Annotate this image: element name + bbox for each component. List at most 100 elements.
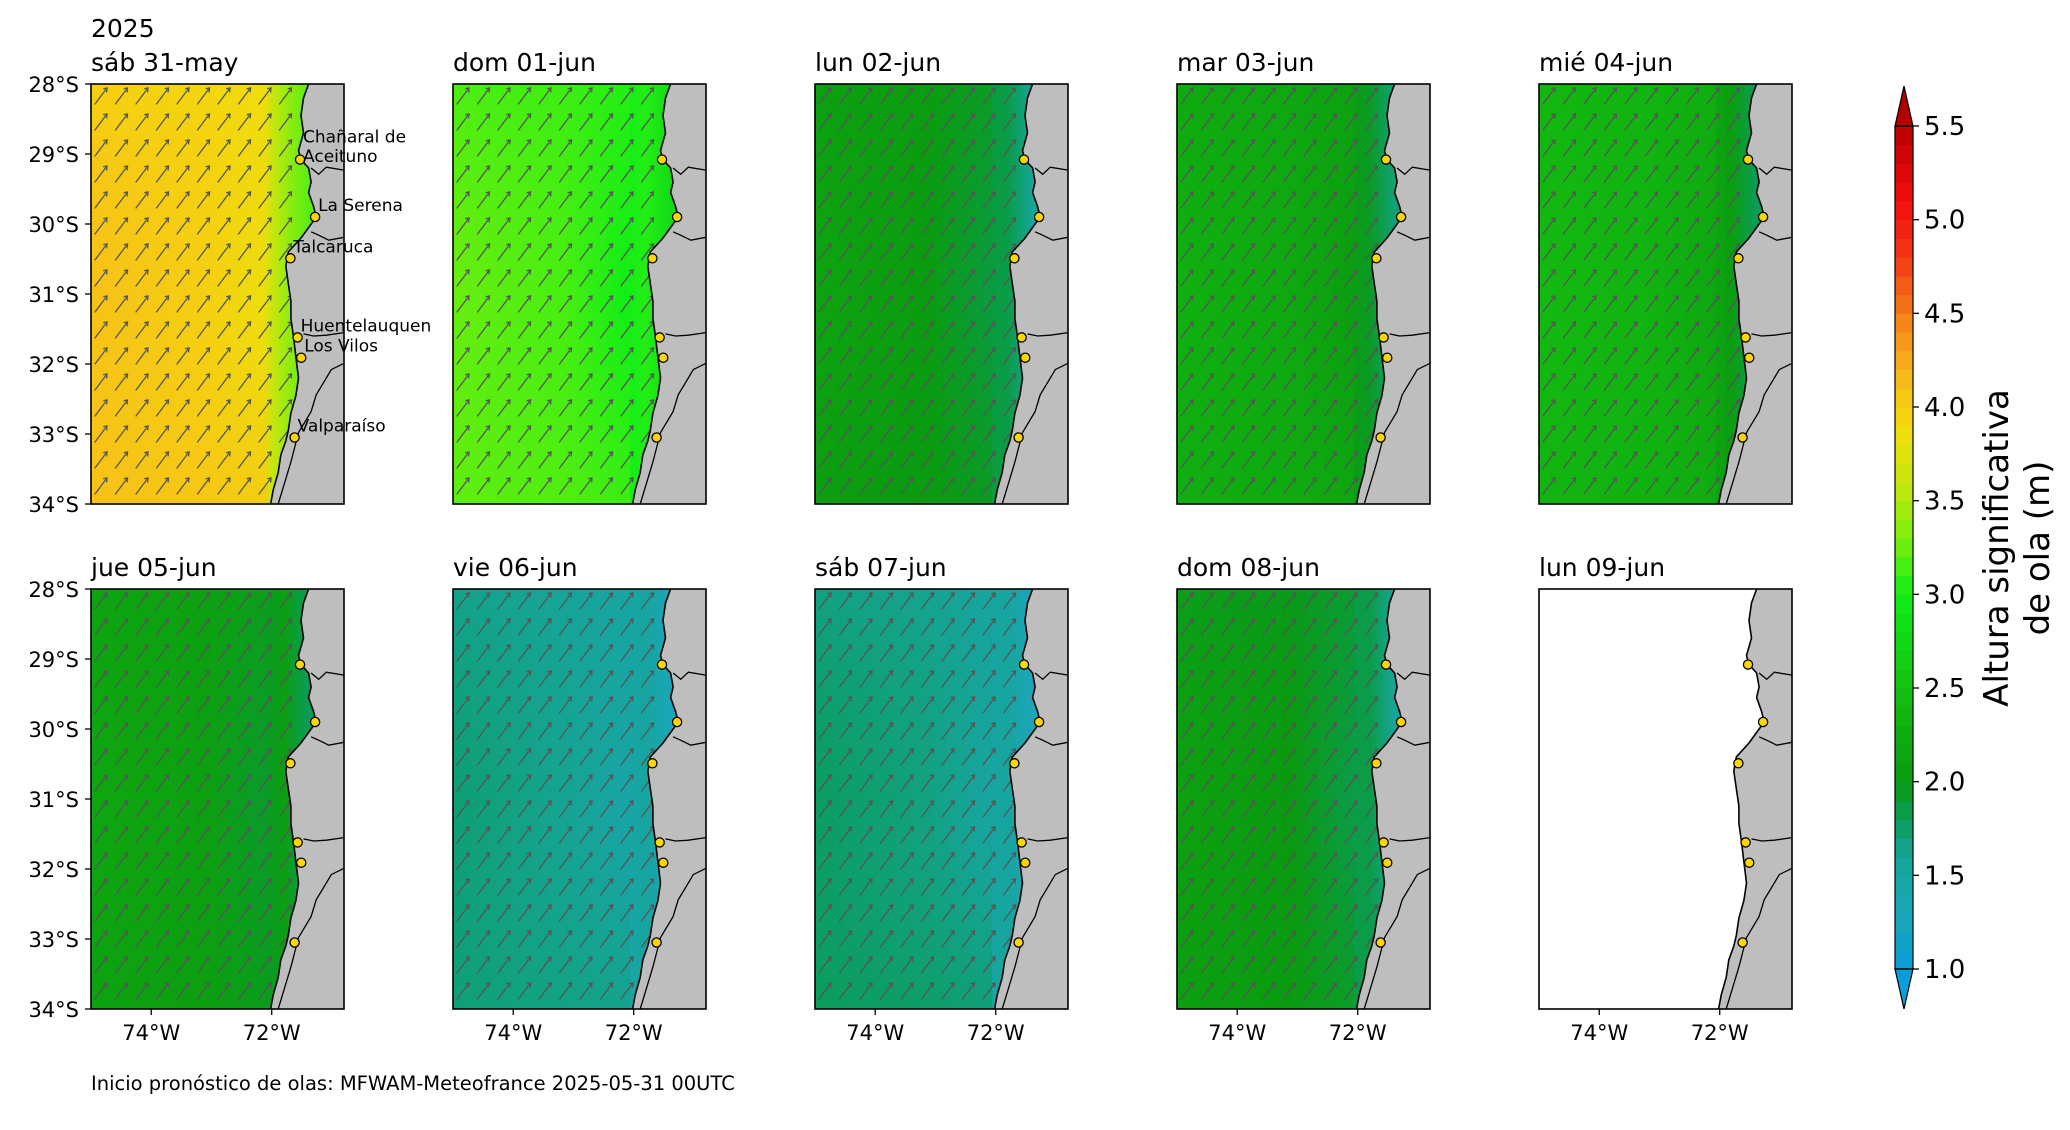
colorbar-segment	[1895, 650, 1913, 670]
region-border	[310, 671, 344, 681]
city-label: Aceituno	[303, 147, 377, 167]
city-marker	[1757, 716, 1769, 728]
city-marker	[656, 154, 668, 165]
region-border	[665, 836, 706, 842]
city-marker	[289, 432, 300, 443]
region-border	[1758, 166, 1792, 176]
lat-tick-label: 28°S	[28, 578, 79, 602]
city-label: Valparaíso	[298, 417, 386, 437]
city-marker	[647, 253, 658, 264]
region-border	[1034, 671, 1068, 681]
colorbar-segment	[1895, 332, 1913, 352]
city-marker	[294, 659, 306, 670]
city-label: Los Vilos	[304, 337, 378, 357]
city-marker	[1371, 253, 1382, 264]
panel-title: jue 05-jun	[90, 553, 217, 582]
lat-tick-label: 34°S	[28, 998, 79, 1022]
region-border	[1751, 836, 1792, 842]
city-marker	[656, 659, 668, 670]
city-marker	[657, 857, 669, 868]
city-marker	[1016, 837, 1027, 848]
map-panel: sáb 07-jun 74°W 72°W	[814, 553, 1069, 1045]
region-border	[1363, 362, 1430, 504]
city-marker	[1018, 659, 1030, 670]
wave-direction-arrows	[94, 592, 293, 1000]
lat-tick-label: 32°S	[28, 353, 79, 377]
city-marker	[671, 716, 683, 728]
city-marker	[1395, 211, 1407, 223]
land	[632, 84, 706, 504]
region-border	[1758, 231, 1792, 241]
wave-direction-arrows	[1542, 87, 1741, 495]
colorbar-extend-min	[1894, 968, 1914, 1010]
lon-tick-label: 74°W	[122, 1021, 180, 1045]
region-border	[303, 331, 344, 337]
colorbar-tick-label: 2.0	[1924, 768, 1965, 798]
map-panel: jue 05-jun 28°S 29°S 30°S 31°S 32°S 33°S 34°S 74…	[28, 553, 345, 1045]
colorbar-segment	[1895, 444, 1913, 464]
city-label: Huentelauquen	[301, 316, 432, 336]
city-marker	[295, 857, 307, 868]
colorbar-segment	[1895, 200, 1913, 221]
colorbar-segment	[1895, 875, 1913, 895]
colorbar-tick-label: 4.5	[1924, 299, 1965, 329]
panel-title: lun 02-jun	[815, 48, 941, 77]
region-border	[1758, 671, 1792, 681]
city-marker	[654, 332, 665, 343]
region-border	[672, 736, 706, 746]
region-border	[1389, 331, 1430, 337]
city-marker	[294, 154, 306, 165]
lat-tick-label: 30°S	[28, 213, 79, 237]
colorbar-segment	[1895, 313, 1913, 333]
colorbar: 1.0 1.5 2.0 2.5 3.0 3.5 4.0 4.5 5.0 5.5 Altura sig…	[1894, 85, 2058, 1010]
colorbar-segment	[1895, 425, 1913, 446]
region-border	[1363, 867, 1430, 1009]
city-marker	[309, 211, 321, 223]
colorbar-segment	[1895, 950, 1913, 970]
panel-title: sáb 07-jun	[815, 553, 947, 582]
city-marker	[1380, 659, 1392, 670]
lon-tick-label: 74°W	[846, 1021, 904, 1045]
city-marker	[1381, 857, 1393, 868]
panel-frame	[814, 83, 1069, 505]
city-marker	[1375, 937, 1386, 948]
city-label: La Serena	[318, 196, 403, 216]
map-panel: mar 03-jun	[1176, 48, 1431, 505]
colorbar-label: Altura significativade ola (m)	[1977, 389, 2058, 707]
panel-title: vie 06-jun	[453, 553, 578, 582]
colorbar-segment	[1895, 613, 1913, 633]
wave-direction-arrows	[456, 592, 655, 1000]
region-border	[665, 331, 706, 337]
city-marker	[647, 758, 658, 769]
panel-frame	[1176, 588, 1431, 1010]
region-border	[1725, 362, 1792, 504]
colorbar-tick-label: 3.5	[1924, 487, 1965, 517]
city-marker	[657, 352, 669, 363]
panel-frame	[452, 588, 707, 1010]
region-border	[310, 736, 344, 746]
lat-tick-label: 31°S	[28, 283, 79, 307]
panel-title: mié 04-jun	[1539, 48, 1673, 77]
city-marker	[1743, 857, 1755, 868]
land	[994, 84, 1068, 504]
colorbar-tick-label: 2.5	[1924, 674, 1965, 704]
region-border	[310, 231, 344, 241]
region-border	[1034, 166, 1068, 176]
colorbar-segment	[1895, 500, 1913, 520]
colorbar-segment	[1895, 388, 1913, 408]
colorbar-segment	[1895, 856, 1913, 876]
region-border	[1001, 362, 1068, 504]
colorbar-segment	[1895, 275, 1913, 296]
city-marker	[1018, 154, 1030, 165]
map-panel: dom 01-jun	[452, 48, 707, 505]
map-panel: lun 02-jun	[814, 48, 1069, 505]
city-marker	[1013, 432, 1024, 443]
colorbar-segment	[1895, 781, 1913, 801]
map-panel: mié 04-jun	[1538, 48, 1793, 505]
colorbar-segment	[1895, 556, 1913, 577]
city-marker	[1737, 432, 1748, 443]
region-border	[1389, 836, 1430, 842]
colorbar-segment	[1895, 837, 1913, 858]
city-marker	[1742, 154, 1754, 165]
